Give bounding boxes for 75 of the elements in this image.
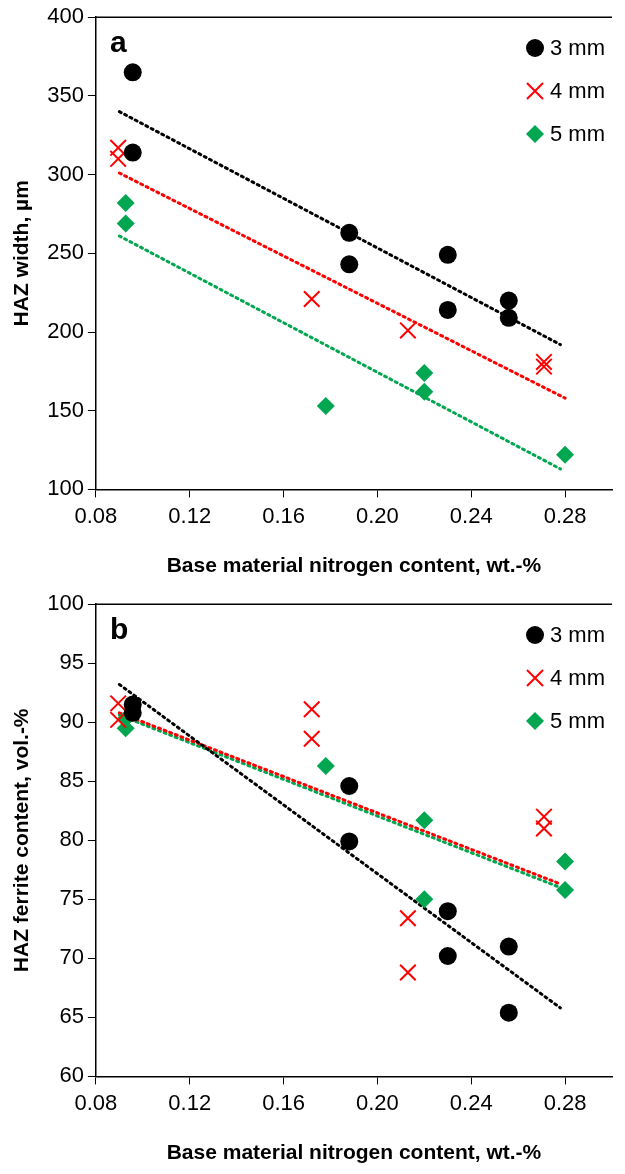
point — [109, 139, 127, 157]
point — [340, 777, 359, 795]
x-tick-label: 0.08 — [74, 1089, 118, 1115]
point — [340, 255, 359, 274]
point — [116, 193, 135, 212]
x-tick-label: 0.28 — [543, 1089, 587, 1115]
legend-label: 5 mm — [550, 120, 605, 148]
y-tick-label: 250 — [47, 239, 84, 265]
point — [399, 321, 417, 340]
y-tick-label: 350 — [47, 81, 84, 107]
point — [438, 300, 457, 319]
legend-label: 4 mm — [550, 77, 605, 105]
x-axis-title: Base material nitrogen content, wt.-% — [166, 1140, 542, 1164]
point — [415, 811, 434, 830]
x-tick-label: 0.16 — [262, 1089, 305, 1115]
point — [415, 382, 434, 401]
legend-label: 4 mm — [550, 664, 605, 692]
x-tick-label: 0.16 — [262, 502, 305, 528]
y-tick-label: 100 — [47, 590, 84, 616]
y-tick-label: 100 — [47, 475, 84, 501]
x-tick-label: 0.28 — [543, 502, 587, 528]
point — [556, 880, 575, 899]
point — [302, 700, 321, 719]
y-tick-label: 75 — [59, 885, 84, 911]
y-tick-label: 95 — [59, 649, 84, 675]
y-axis-title: HAZ ferrite content, vol.-% — [9, 708, 33, 973]
y-tick-label: 90 — [59, 708, 84, 734]
x-axis-title: Base material nitrogen content, wt.-% — [166, 553, 542, 577]
point — [109, 150, 127, 168]
point — [123, 143, 142, 162]
x-tick-label: 0.12 — [168, 502, 212, 528]
point — [415, 890, 434, 909]
y-tick-label: 150 — [47, 396, 84, 422]
point — [556, 445, 575, 464]
legend-label: 3 mm — [550, 621, 605, 649]
point — [123, 63, 142, 82]
legend-label: 5 mm — [550, 707, 605, 735]
point — [499, 308, 518, 327]
point — [535, 353, 553, 371]
point — [399, 909, 417, 927]
y-tick-label: 85 — [59, 767, 84, 793]
x-tick-label: 0.24 — [449, 1089, 493, 1115]
y-tick-label: 65 — [59, 1003, 84, 1029]
point — [499, 291, 518, 310]
point — [302, 290, 321, 308]
point — [116, 214, 135, 233]
point — [340, 223, 359, 242]
point — [438, 946, 457, 965]
x-tick-label: 0.24 — [449, 502, 493, 528]
point — [399, 963, 417, 982]
point — [438, 245, 457, 264]
y-tick-label: 80 — [59, 826, 84, 852]
point — [302, 730, 321, 748]
x-tick-label: 0.08 — [74, 502, 118, 528]
y-tick-label: 300 — [47, 160, 84, 186]
point — [556, 852, 575, 871]
y-tick-label: 400 — [47, 3, 84, 29]
point — [316, 396, 335, 415]
point — [415, 363, 434, 382]
y-tick-label: 200 — [47, 318, 84, 344]
legend-label: 3 mm — [550, 34, 605, 62]
point — [340, 832, 359, 851]
point — [499, 937, 518, 956]
x-tick-label: 0.20 — [356, 502, 399, 528]
point — [499, 1003, 518, 1022]
y-tick-label: 60 — [59, 1062, 84, 1088]
point — [535, 357, 553, 376]
annotation: b — [109, 612, 129, 646]
x-tick-label: 0.20 — [356, 1089, 399, 1115]
x-tick-label: 0.12 — [168, 1089, 212, 1115]
point — [438, 902, 457, 921]
annotation: a — [109, 25, 127, 59]
y-axis-title: HAZ width, µm — [9, 180, 33, 327]
y-tick-label: 70 — [59, 944, 84, 970]
point — [316, 756, 335, 775]
